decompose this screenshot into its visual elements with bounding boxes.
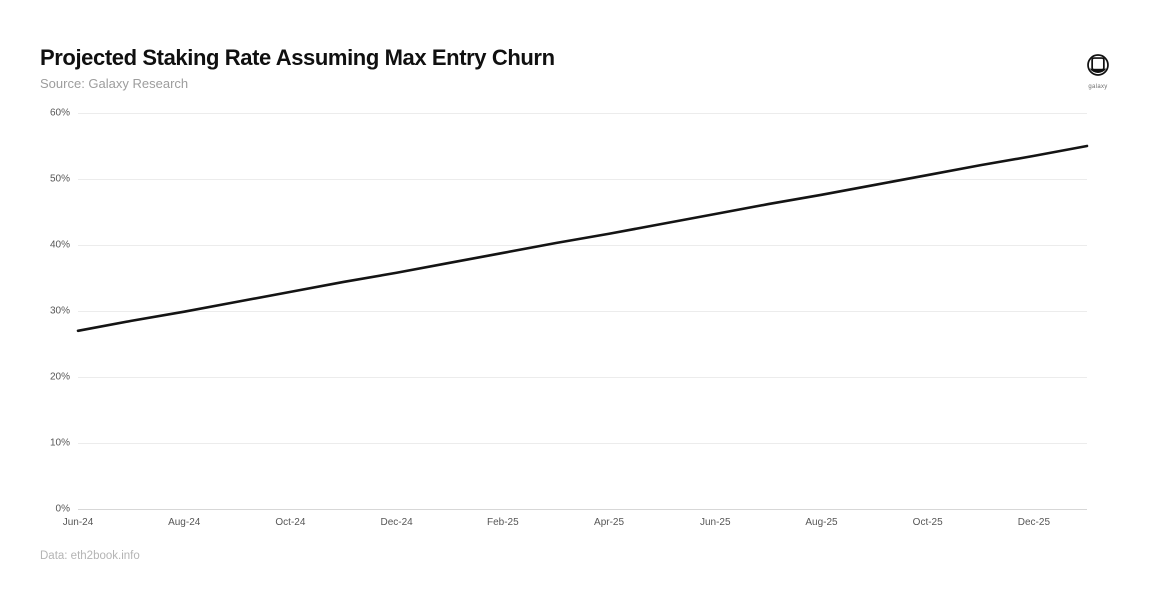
x-tick-label: Dec-25 bbox=[1017, 517, 1051, 528]
y-gridline bbox=[78, 245, 1087, 246]
data-credit: Data: eth2book.info bbox=[40, 550, 140, 562]
y-gridline bbox=[78, 113, 1087, 114]
plot-area: 0% 10% 20% 30% 40% 50% 60% Jun-24 Aug-24 Oct-24 De… bbox=[50, 108, 1089, 528]
x-tick-label: Oct-25 bbox=[912, 517, 943, 528]
chart-title: Projected Staking Rate Assuming Max Entr… bbox=[40, 45, 555, 70]
trend-line bbox=[76, 144, 1089, 333]
y-gridline bbox=[78, 377, 1087, 378]
y-gridline bbox=[78, 179, 1087, 180]
x-tick-label: Jun-24 bbox=[62, 517, 94, 528]
y-tick-label: 40% bbox=[49, 239, 70, 251]
y-gridline bbox=[78, 443, 1087, 444]
y-tick-label: 20% bbox=[49, 371, 70, 383]
x-tick-label: Aug-24 bbox=[168, 517, 201, 528]
x-tick-label: Feb-25 bbox=[486, 517, 519, 528]
x-tick-label: Aug-25 bbox=[805, 517, 838, 528]
x-tick-label: Apr-25 bbox=[594, 517, 625, 528]
galaxy-logo: galaxy bbox=[1078, 52, 1118, 90]
x-tick-label: Dec-24 bbox=[380, 517, 413, 528]
y-tick-label: 30% bbox=[49, 305, 70, 317]
y-tick-label: 60% bbox=[49, 107, 70, 119]
y-tick-label: 50% bbox=[49, 173, 70, 185]
chart-subtitle: Source: Galaxy Research bbox=[40, 76, 189, 91]
galaxy-logo-icon bbox=[1085, 54, 1111, 82]
y-gridline bbox=[78, 311, 1087, 312]
x-tick-label: Jun-25 bbox=[699, 517, 731, 528]
y-tick-label: 10% bbox=[49, 437, 70, 449]
y-gridline bbox=[78, 509, 1087, 510]
x-tick-label: Oct-24 bbox=[275, 517, 306, 528]
y-tick-label: 0% bbox=[55, 503, 70, 515]
galaxy-logo-label: galaxy bbox=[1088, 84, 1108, 90]
